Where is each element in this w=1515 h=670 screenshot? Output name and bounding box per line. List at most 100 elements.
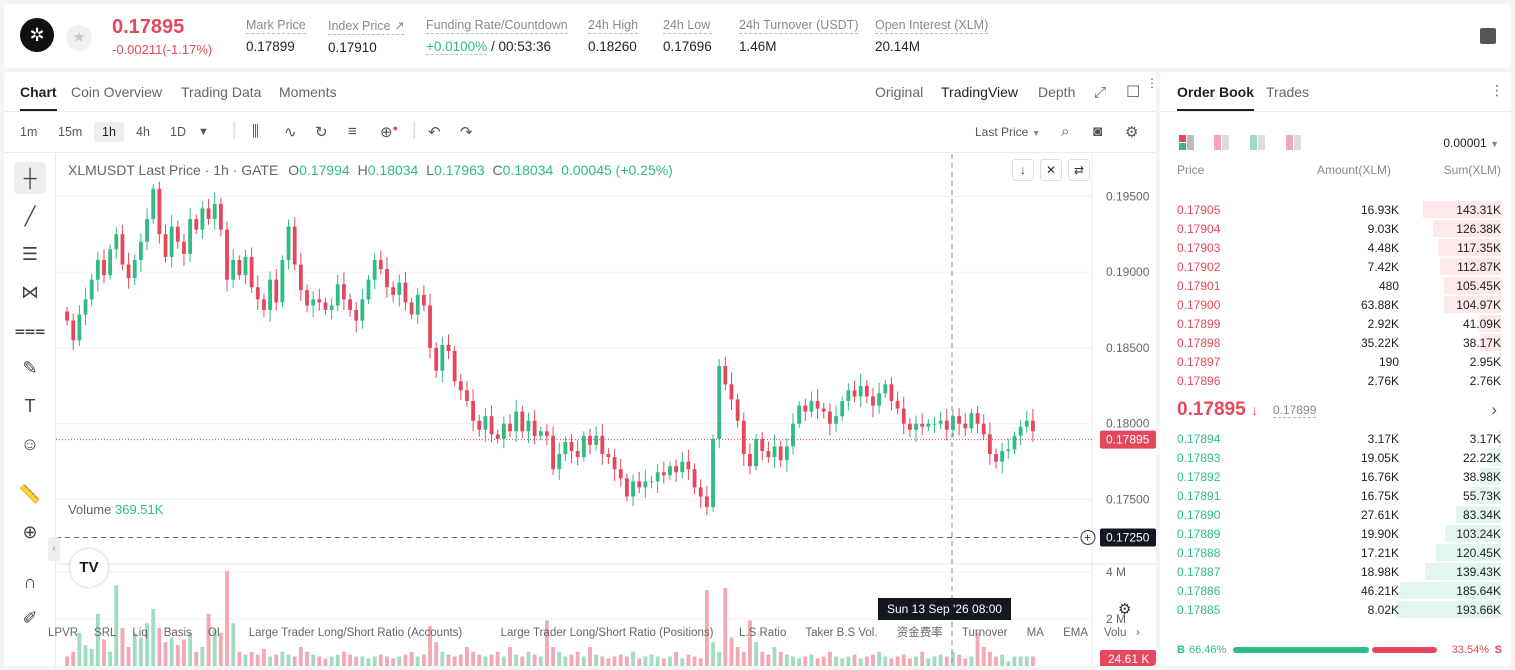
expand-icon[interactable]: ⤢: [1094, 84, 1107, 101]
price-source-select[interactable]: Last Price ▼: [975, 125, 1041, 139]
brush-icon[interactable]: ✎: [22, 358, 38, 378]
pencil-lock-icon[interactable]: ✐: [22, 608, 38, 628]
redo-icon[interactable]: ↷: [460, 124, 473, 141]
tab-moments[interactable]: Moments: [279, 84, 337, 100]
bid-row[interactable]: 0.17891 16.75K 55.73K: [1160, 486, 1511, 505]
candle-type-icon[interactable]: ⫼: [252, 123, 259, 140]
ind-ema[interactable]: EMA: [1063, 627, 1089, 639]
ask-row[interactable]: 0.17896 2.76K 2.76K: [1160, 371, 1511, 390]
view-original[interactable]: Original: [875, 84, 924, 100]
crosshair-icon[interactable]: ┼: [14, 162, 46, 194]
ind-taker-bs-vol[interactable]: Taker B.S Vol.: [805, 627, 878, 639]
stat-index-price[interactable]: Index Price ↗ 0.17910: [328, 18, 405, 55]
indicators-icon[interactable]: ∿: [284, 124, 297, 141]
bid-row[interactable]: 0.17888 17.21K 120.45K: [1160, 543, 1511, 562]
arrow-down-icon[interactable]: ↓: [1012, 159, 1034, 181]
volume-bar: [421, 654, 426, 666]
collapse-icon[interactable]: ✕: [1040, 159, 1062, 181]
magnet-icon[interactable]: ∩: [23, 572, 37, 592]
interval-1m[interactable]: 1m: [20, 125, 38, 139]
ask-row[interactable]: 0.17900 63.88K 104.97K: [1160, 295, 1511, 314]
chevron-right-icon[interactable]: ›: [1491, 400, 1497, 419]
undo-icon[interactable]: ↶: [428, 124, 441, 141]
ask-row[interactable]: 0.17899 2.92K 41.09K: [1160, 314, 1511, 333]
ind-funding-rate[interactable]: 资金费率: [896, 627, 943, 639]
bid-row[interactable]: 0.17892 16.76K 38.98K: [1160, 467, 1511, 486]
fib-icon[interactable]: ⩶: [14, 320, 46, 340]
layout-bids-icon[interactable]: [1250, 135, 1266, 150]
more-icon[interactable]: ⋮: [1146, 76, 1156, 90]
ask-row[interactable]: 0.17902 7.42K 112.87K: [1160, 257, 1511, 276]
ask-row[interactable]: 0.17904 9.03K 126.38K: [1160, 219, 1511, 238]
ruler-icon[interactable]: 📏: [18, 484, 42, 504]
ask-row[interactable]: 0.17901 480 105.45K: [1160, 276, 1511, 295]
tab-chart[interactable]: Chart: [20, 84, 57, 111]
text-tool-icon[interactable]: T: [24, 396, 36, 416]
layout-alt-icon[interactable]: [1286, 135, 1302, 150]
interval-15m[interactable]: 15m: [58, 125, 83, 139]
tab-coin-overview[interactable]: Coin Overview: [71, 84, 163, 100]
row-price: 0.17896: [1177, 374, 1221, 388]
ind-liq[interactable]: Liq: [132, 627, 148, 639]
ind-ls-ratio[interactable]: L.S Ratio: [739, 627, 787, 639]
emoji-icon[interactable]: ☺: [20, 434, 40, 454]
candle-body: [163, 234, 168, 257]
candle-body: [495, 434, 500, 439]
sync-icon[interactable]: ⇄: [1068, 159, 1090, 181]
calculator-icon[interactable]: [1480, 28, 1496, 44]
ind-srl[interactable]: SRL: [94, 627, 117, 639]
stat-funding-rate[interactable]: Funding Rate/Countdown +0.0100% / 00:53:…: [426, 18, 568, 55]
bid-row[interactable]: 0.17893 19.05K 22.22K: [1160, 448, 1511, 467]
bid-row[interactable]: 0.17894 3.17K 3.17K: [1160, 429, 1511, 448]
add-alert-icon[interactable]: ⊕●: [380, 123, 399, 141]
pattern-icon[interactable]: ⋈: [21, 282, 39, 302]
ind-lpvr[interactable]: LPVR: [48, 627, 79, 639]
ind-turnover[interactable]: Turnover: [961, 627, 1008, 639]
ind-oi[interactable]: OI: [207, 627, 220, 639]
horizontal-lines-icon[interactable]: ☰: [21, 244, 39, 264]
precision-select[interactable]: 0.00001 ▼: [1443, 136, 1499, 150]
trend-line-icon[interactable]: ╱: [24, 206, 36, 226]
more-icon[interactable]: ⋮: [1490, 82, 1504, 98]
collapse-left-icon[interactable]: ‹: [48, 537, 60, 561]
candle-body: [514, 411, 519, 432]
ind-large-trader-accounts[interactable]: Large Trader Long/Short Ratio (Accounts): [248, 627, 463, 639]
ind-large-trader-positions[interactable]: Large Trader Long/Short Ratio (Positions…: [500, 627, 714, 639]
zoom-in-icon[interactable]: ⊕: [22, 522, 38, 542]
ind-ma[interactable]: MA: [1026, 627, 1044, 639]
favorite-star-icon[interactable]: ★: [66, 25, 92, 51]
view-tradingview[interactable]: TradingView: [941, 84, 1019, 100]
view-depth[interactable]: Depth: [1038, 84, 1076, 100]
ask-row[interactable]: 0.17897 190 2.95K: [1160, 352, 1511, 371]
tab-trading-data[interactable]: Trading Data: [181, 84, 262, 100]
replay-icon[interactable]: ↻: [315, 124, 328, 141]
mid-price[interactable]: 0.17895 ↓: [1177, 399, 1258, 421]
bid-row[interactable]: 0.17890 27.61K 83.34K: [1160, 505, 1511, 524]
bid-row[interactable]: 0.17887 18.98K 139.43K: [1160, 562, 1511, 581]
bid-row[interactable]: 0.17886 46.21K 185.64K: [1160, 581, 1511, 600]
ask-row[interactable]: 0.17903 4.48K 117.35K: [1160, 238, 1511, 257]
ind-volume[interactable]: Volu: [1104, 627, 1127, 639]
layout-both-icon[interactable]: [1179, 135, 1195, 150]
tab-trades[interactable]: Trades: [1266, 84, 1310, 100]
template-icon[interactable]: ≡: [348, 123, 357, 140]
ind-basis[interactable]: Basis: [163, 627, 192, 639]
stat-mark-price[interactable]: Mark Price 0.17899: [246, 18, 306, 54]
ask-row[interactable]: 0.17905 16.93K 143.31K: [1160, 200, 1511, 219]
interval-1d[interactable]: 1D: [170, 125, 186, 139]
interval-1h[interactable]: 1h: [94, 122, 124, 142]
search-icon[interactable]: ⌕: [1061, 123, 1070, 140]
layout-asks-icon[interactable]: [1214, 135, 1230, 150]
bid-row[interactable]: 0.17889 19.90K 103.24K: [1160, 524, 1511, 543]
chevron-right-icon[interactable]: ›: [1135, 627, 1140, 639]
interval-4h[interactable]: 4h: [136, 125, 150, 139]
window-icon[interactable]: ☐: [1126, 84, 1141, 101]
tab-order-book[interactable]: Order Book: [1177, 84, 1255, 111]
camera-icon[interactable]: ◙: [1093, 123, 1103, 140]
chevron-down-icon[interactable]: ▼: [198, 126, 209, 138]
gear-icon[interactable]: ⚙: [1125, 124, 1139, 141]
ask-row[interactable]: 0.17898 35.22K 38.17K: [1160, 333, 1511, 352]
chart-settings-icon[interactable]: ⚙: [1118, 601, 1132, 618]
bid-row[interactable]: 0.17885 8.02K 193.66K: [1160, 600, 1511, 619]
price-chart[interactable]: 0.19500 0.19000 0.18500 0.18000 0.17500 4 M 2 …: [56, 154, 1156, 666]
